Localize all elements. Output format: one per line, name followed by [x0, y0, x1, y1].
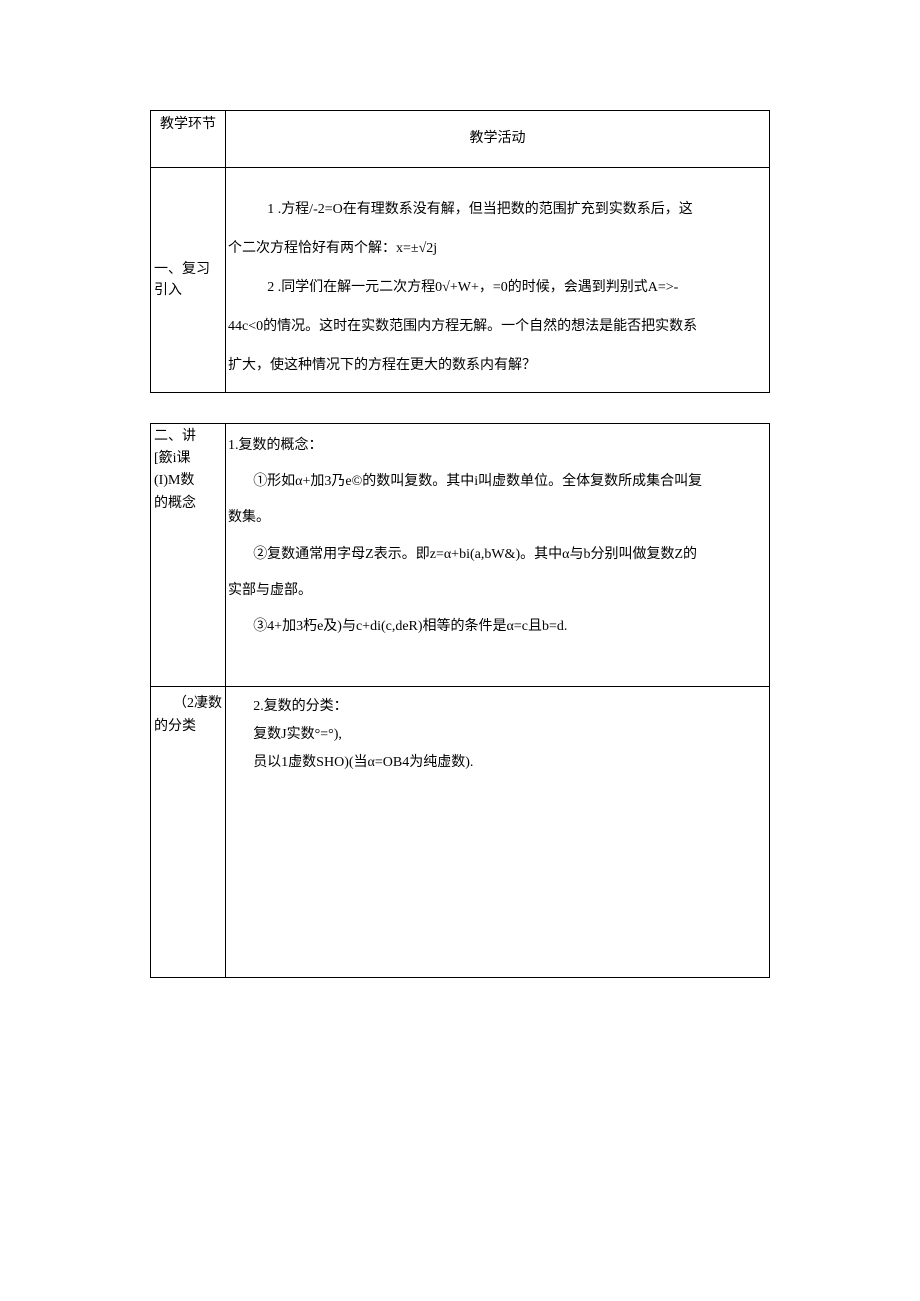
section-label: （2凄数 的分类: [151, 687, 226, 978]
content-cell: 2.复数的分类： 复数J实数°=°), 员以1虚数SHO)(当α=OB4为纯虚数…: [226, 687, 770, 978]
table-1: 教学环节 教学活动 一、复习引入 1 .方程/-2=O在有理数系没有解，但当把数…: [150, 110, 770, 393]
paragraph: ③4+加3朽e及)与c+di(c,deR)相等的条件是α=c且b=d.: [228, 609, 767, 645]
label-text: (I)M数: [154, 473, 194, 488]
paragraph: 1 .方程/-2=O在有理数系没有解，但当把数的范围扩充到实数系后，这: [228, 190, 767, 229]
paragraph: 员以1虚数SHO)(当α=OB4为纯虚数).: [228, 749, 767, 777]
paragraph: 2 .同学们在解一元二次方程0√+W+，=0的时候，会遇到判别式A=>-: [228, 268, 767, 307]
label-text: （2凄数: [154, 693, 222, 715]
header-cell-left: 教学环节: [151, 111, 226, 168]
label-text: 二、讲: [154, 429, 196, 444]
paragraph: ①形如α+加3乃e©的数叫复数。其中i叫虚数单位。全体复数所成集合叫复: [228, 464, 767, 500]
content-cell: 1.复数的概念： ①形如α+加3乃e©的数叫复数。其中i叫虚数单位。全体复数所成…: [226, 423, 770, 687]
label-text: 的概念: [154, 496, 196, 511]
label-text: 的分类: [154, 719, 196, 734]
label-text: 一、复习引入: [154, 262, 210, 298]
label-text: [籨i课: [154, 451, 191, 466]
content-cell: 1 .方程/-2=O在有理数系没有解，但当把数的范围扩充到实数系后，这 个二次方…: [226, 167, 770, 392]
paragraph: 实部与虚部。: [228, 573, 767, 609]
paragraph: 1.复数的概念：: [228, 428, 767, 464]
section-label: 一、复习引入: [151, 167, 226, 392]
paragraph: 44c<0的情况。这时在实数范围内方程无解。一个自然的想法是能否把实数系: [228, 307, 767, 346]
paragraph: 复数J实数°=°),: [228, 721, 767, 749]
table-row: 二、讲 [籨i课 (I)M数 的概念 1.复数的概念： ①形如α+加3乃e©的数…: [151, 423, 770, 687]
table-row: （2凄数 的分类 2.复数的分类： 复数J实数°=°), 员以1虚数SHO)(当…: [151, 687, 770, 978]
section-label: 二、讲 [籨i课 (I)M数 的概念: [151, 423, 226, 687]
paragraph: 扩大，使这种情况下的方程在更大的数系内有解？: [228, 346, 767, 385]
paragraph: ②复数通常用字母Z表示。即z=α+bi(a,bW&)。其中α与b分别叫做复数Z的: [228, 537, 767, 573]
table-2: 二、讲 [籨i课 (I)M数 的概念 1.复数的概念： ①形如α+加3乃e©的数…: [150, 423, 770, 979]
paragraph: 2.复数的分类：: [228, 693, 767, 721]
paragraph: 个二次方程恰好有两个解：x=±√2j: [228, 229, 767, 268]
header-cell-right: 教学活动: [226, 111, 770, 168]
table-row: 教学环节 教学活动: [151, 111, 770, 168]
paragraph: 数集。: [228, 500, 767, 536]
table-row: 一、复习引入 1 .方程/-2=O在有理数系没有解，但当把数的范围扩充到实数系后…: [151, 167, 770, 392]
document-page: 教学环节 教学活动 一、复习引入 1 .方程/-2=O在有理数系没有解，但当把数…: [0, 0, 920, 978]
